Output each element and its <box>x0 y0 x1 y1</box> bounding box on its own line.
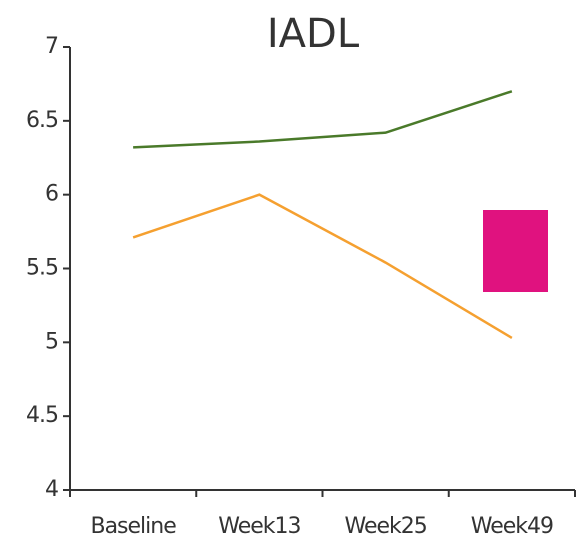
y-tick-label: 4.5 <box>26 403 58 428</box>
y-tick-label: 4 <box>45 477 58 502</box>
series-line <box>133 90 513 149</box>
annotation-text: 34% <box>473 170 554 214</box>
x-tick-label: Week13 <box>218 514 300 539</box>
annotation-arrow <box>447 120 577 292</box>
chart-title: IADL <box>267 11 360 57</box>
y-tick-label: 7 <box>45 34 58 59</box>
y-tick-label: 6.5 <box>26 108 58 133</box>
y-tick-label: 5.5 <box>26 256 58 281</box>
x-tick-label: Week25 <box>344 514 426 539</box>
series-line <box>132 193 513 339</box>
y-tick-label: 6 <box>45 182 58 207</box>
x-tick-label: Baseline <box>90 514 176 539</box>
y-tick-label: 5 <box>45 329 58 354</box>
x-tick-label: Week49 <box>471 514 553 539</box>
